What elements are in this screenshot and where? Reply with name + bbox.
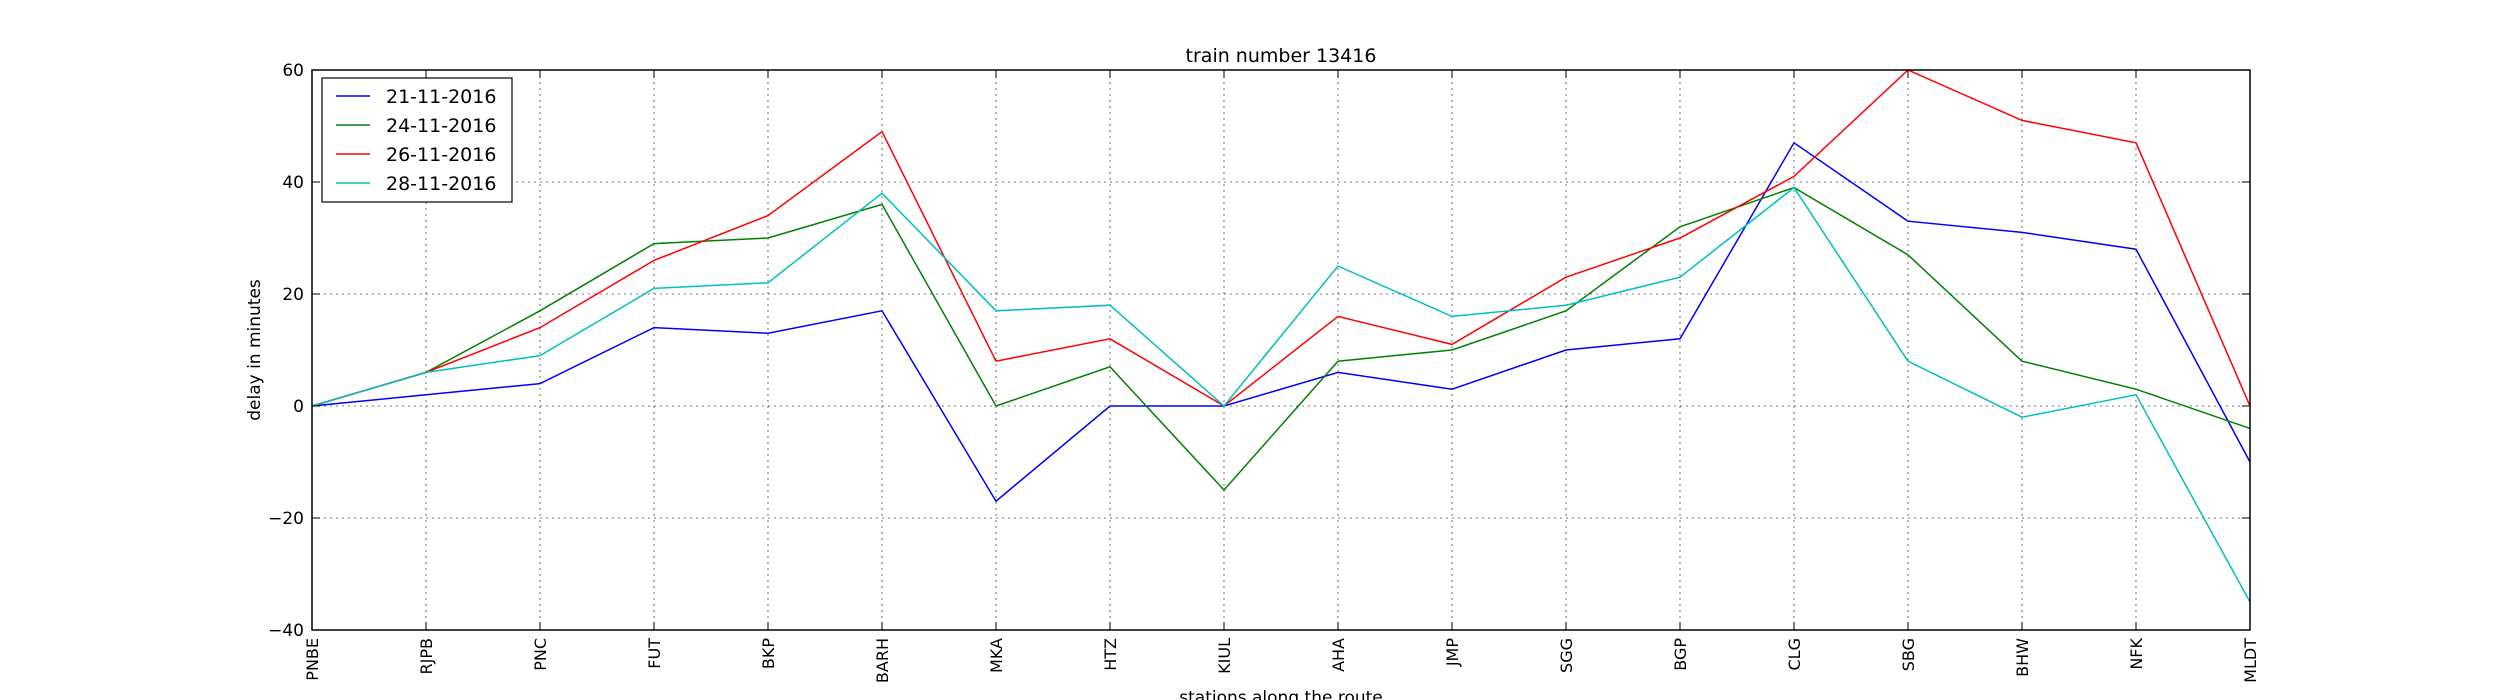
legend-box (321, 77, 513, 203)
x-axis-label: stations along the route (1179, 688, 1383, 700)
x-tick-label: JMP (1443, 638, 1462, 668)
legend: 21-11-2016 24-11-2016 26-11-2016 28-11-2016 (321, 77, 513, 203)
y-tick-label: −40 (268, 621, 304, 641)
x-tick-label: PNBE (303, 638, 322, 681)
x-tick-label: CLG (1785, 638, 1804, 670)
x-tick-label: FUT (645, 638, 664, 669)
x-tick-label: MKA (987, 638, 1006, 673)
x-tick-label: SBG (1899, 638, 1918, 671)
y-tick-label: 60 (282, 61, 304, 81)
x-tick-label: HTZ (1101, 638, 1120, 671)
y-tick-label: 0 (293, 397, 304, 417)
x-tick-label: MLDT (2241, 638, 2260, 683)
series-line (311, 69, 2251, 407)
legend-label: 26-11-2016 (386, 144, 496, 166)
x-tick-label: BGP (1671, 638, 1690, 671)
series-line (311, 186, 2251, 603)
x-tick-label: NFK (2127, 638, 2146, 670)
series-line (311, 186, 2251, 492)
series-lines (311, 69, 2251, 603)
x-tick-label: RJPB (417, 638, 436, 674)
x-tick-label: PNC (531, 638, 550, 671)
x-tick-label: BHW (2013, 638, 2032, 677)
x-tick-label: KIUL (1215, 638, 1234, 674)
y-tick-label: 40 (282, 173, 304, 193)
y-tick-label: −20 (268, 509, 304, 529)
legend-label: 28-11-2016 (386, 173, 496, 195)
chart-title: train number 13416 (1186, 45, 1377, 67)
y-axis-label: delay in minutes (245, 279, 265, 421)
legend-label: 24-11-2016 (386, 115, 496, 137)
x-tick-label: BARH (873, 638, 892, 683)
x-tick-label: AHA (1329, 638, 1348, 672)
axis-ticks: −40 −20 0 20 40 60 PNBE RJPB PNC FUT BKP BARH MKA HTZ… (268, 61, 2260, 683)
x-tick-label: SGG (1557, 638, 1576, 673)
legend-label: 21-11-2016 (386, 86, 496, 108)
plot-frame (311, 69, 2251, 631)
x-tick-label: BKP (759, 638, 778, 669)
grid (312, 70, 2250, 630)
y-tick-label: 20 (282, 285, 304, 305)
series-line (311, 141, 2251, 503)
